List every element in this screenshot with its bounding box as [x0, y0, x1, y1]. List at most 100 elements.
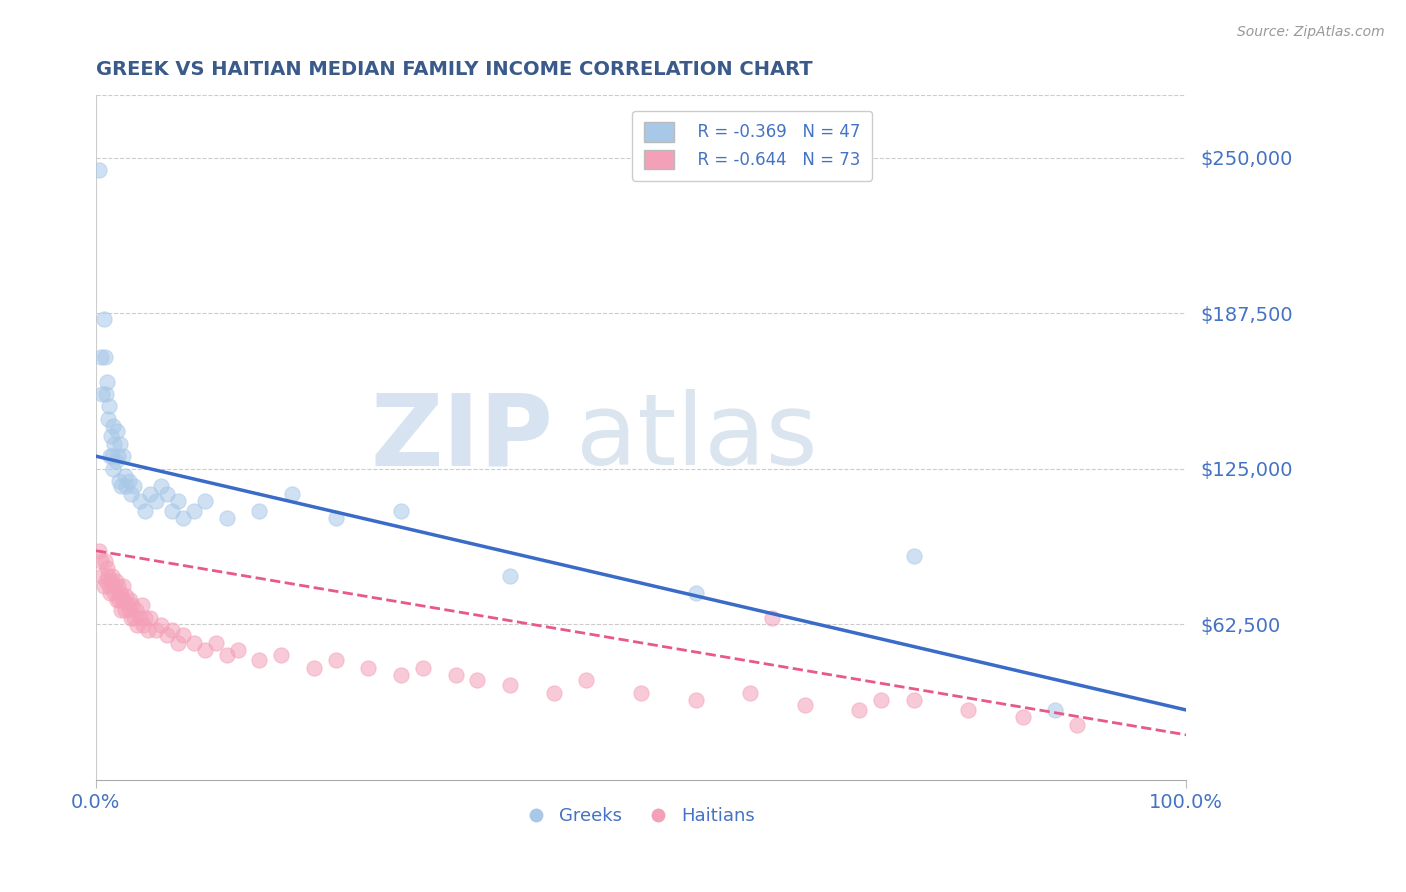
Point — [90, 350, 112, 364]
Point — [249, 653, 271, 667]
Point — [150, 618, 173, 632]
Point — [162, 624, 184, 638]
Point — [145, 494, 167, 508]
Point — [1045, 703, 1067, 717]
Point — [93, 554, 115, 568]
Point — [194, 643, 217, 657]
Point — [122, 611, 145, 625]
Point — [110, 479, 132, 493]
Point — [183, 504, 205, 518]
Text: ZIP: ZIP — [371, 389, 554, 486]
Point — [302, 660, 325, 674]
Point — [108, 586, 131, 600]
Point — [166, 494, 188, 508]
Point — [111, 593, 134, 607]
Point — [903, 693, 925, 707]
Point — [128, 611, 150, 625]
Point — [105, 593, 128, 607]
Point — [685, 586, 707, 600]
Point — [114, 469, 136, 483]
Point — [848, 703, 870, 717]
Point — [444, 668, 467, 682]
Point — [103, 586, 125, 600]
Point — [96, 375, 118, 389]
Point — [108, 593, 131, 607]
Point — [104, 574, 127, 588]
Point — [89, 543, 111, 558]
Point — [117, 474, 139, 488]
Point — [1011, 710, 1033, 724]
Point — [112, 449, 135, 463]
Point — [957, 703, 980, 717]
Point — [215, 648, 238, 663]
Point — [630, 685, 652, 699]
Point — [166, 636, 188, 650]
Point — [793, 698, 815, 712]
Point — [162, 504, 184, 518]
Legend: Greeks, Haitians: Greeks, Haitians — [519, 800, 762, 832]
Point — [96, 561, 118, 575]
Point — [156, 486, 179, 500]
Point — [869, 693, 891, 707]
Point — [389, 504, 412, 518]
Point — [1066, 718, 1088, 732]
Point — [325, 511, 347, 525]
Point — [131, 599, 153, 613]
Point — [91, 568, 114, 582]
Point — [389, 668, 412, 682]
Point — [98, 449, 121, 463]
Point — [100, 429, 122, 443]
Text: atlas: atlas — [575, 389, 817, 486]
Point — [108, 474, 131, 488]
Point — [98, 578, 121, 592]
Point — [215, 511, 238, 525]
Point — [226, 643, 249, 657]
Point — [97, 568, 120, 582]
Point — [281, 486, 304, 500]
Point — [357, 660, 380, 674]
Point — [412, 660, 434, 674]
Point — [115, 479, 138, 493]
Point — [117, 599, 139, 613]
Point — [903, 549, 925, 563]
Point — [103, 461, 125, 475]
Point — [249, 504, 271, 518]
Point — [93, 350, 115, 364]
Point — [112, 593, 135, 607]
Point — [114, 603, 136, 617]
Point — [110, 603, 132, 617]
Point — [738, 685, 761, 699]
Point — [100, 574, 122, 588]
Point — [145, 624, 167, 638]
Point — [172, 628, 194, 642]
Point — [107, 578, 129, 592]
Point — [499, 678, 522, 692]
Point — [325, 653, 347, 667]
Point — [101, 449, 124, 463]
Point — [120, 611, 142, 625]
Point — [685, 693, 707, 707]
Point — [150, 479, 173, 493]
Point — [205, 636, 228, 650]
Point — [103, 436, 125, 450]
Point — [128, 494, 150, 508]
Point — [127, 618, 149, 632]
Point — [270, 648, 292, 663]
Point — [98, 400, 121, 414]
Point — [120, 486, 142, 500]
Point — [93, 312, 115, 326]
Point — [117, 603, 139, 617]
Point — [172, 511, 194, 525]
Point — [94, 387, 117, 401]
Point — [115, 589, 138, 603]
Point — [103, 419, 125, 434]
Point — [156, 628, 179, 642]
Point — [101, 568, 124, 582]
Point — [98, 586, 121, 600]
Point — [134, 504, 156, 518]
Point — [90, 554, 112, 568]
Point — [112, 578, 135, 592]
Point — [104, 454, 127, 468]
Point — [97, 412, 120, 426]
Point — [499, 568, 522, 582]
